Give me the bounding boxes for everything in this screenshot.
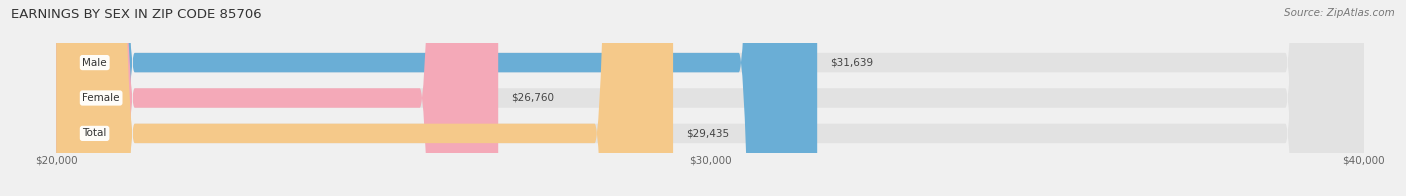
Text: Female: Female [83, 93, 120, 103]
Text: EARNINGS BY SEX IN ZIP CODE 85706: EARNINGS BY SEX IN ZIP CODE 85706 [11, 8, 262, 21]
Text: Male: Male [83, 58, 107, 68]
Text: $31,639: $31,639 [831, 58, 873, 68]
FancyBboxPatch shape [56, 0, 1364, 196]
Text: Source: ZipAtlas.com: Source: ZipAtlas.com [1284, 8, 1395, 18]
FancyBboxPatch shape [56, 0, 1364, 196]
Text: Total: Total [83, 128, 107, 138]
FancyBboxPatch shape [56, 0, 1364, 196]
FancyBboxPatch shape [56, 0, 817, 196]
FancyBboxPatch shape [56, 0, 673, 196]
Text: $26,760: $26,760 [512, 93, 554, 103]
Text: $29,435: $29,435 [686, 128, 730, 138]
FancyBboxPatch shape [56, 0, 498, 196]
